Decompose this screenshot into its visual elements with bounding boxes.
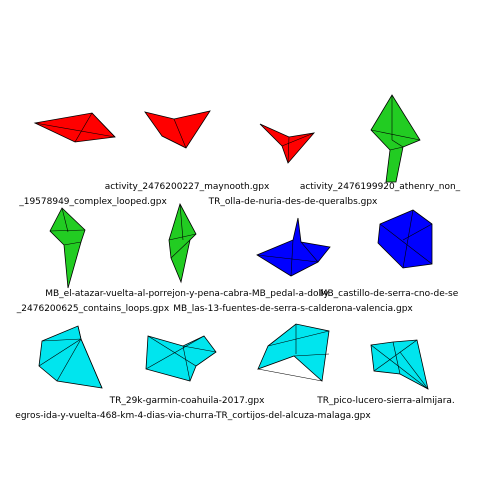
shape-green-2 [49,207,86,289]
shape-cyan-4 [370,339,429,390]
shape-edge [391,139,404,148]
shape-edge [77,325,82,340]
label-coahuila: TR_29k-garmin-coahuila-2017.gpx [109,396,265,406]
label-athenry: activity_2476199920_athenry_non_ [299,182,461,192]
shape-cyan-3 [257,323,330,382]
shape-red-3 [259,123,316,164]
label-las-13-fuentes: MB_las-13-fuentes-de-serra-s-calderona-v… [173,304,413,314]
shape-edge [287,136,290,164]
label-maynooth: activity_2476200227_maynooth.gpx [104,182,270,192]
shape-green-3 [168,202,197,284]
shape-edge [80,338,103,389]
label-olla-de-nuria: TR_olla-de-nuria-des-de-queralbs.gpx [208,197,378,207]
shape-fill [259,123,316,164]
shape-edge [389,146,404,151]
shape-edge [281,132,315,147]
shape-edge [145,335,205,370]
shape-cyan-1 [38,325,103,389]
shape-edge [61,207,69,233]
shape-fill [144,110,211,149]
shape-edge [379,223,433,265]
shape-edge [392,341,401,375]
shape-edge [370,344,429,390]
shape-fill [370,94,421,183]
shape-cyan-2 [145,335,217,382]
shape-edge [290,239,294,277]
shape-edge [38,338,82,367]
shape-edge [370,129,421,141]
shape-edge [34,122,116,138]
shape-edge [399,351,429,390]
shape-edge [293,353,330,357]
shape-edge [182,345,191,382]
shape-edge [91,112,116,138]
label-cortijos-del-alcuza: egros-ida-y-vuelta-468-km-4-dias-via-chu… [15,411,371,421]
shape-edge [267,330,330,347]
shape-edge [402,223,433,241]
shape-edge [256,254,319,263]
shape-edge [173,118,187,149]
shape-edge [402,209,414,269]
label-pico-lucero: TR_pico-lucero-sierra-almijara. [317,396,455,406]
shape-edge [257,368,323,382]
shape-fill [145,335,217,382]
shape-edge [74,112,93,143]
label-castillo-de-serra: MB_castillo-de-serra-cno-de-se [319,289,459,299]
label-complex-looped: _19578949_complex_looped.gpx [19,197,167,207]
shape-blue-1 [256,217,331,277]
shape-edge [41,338,82,342]
shape-edge [161,135,187,149]
shape-edge [56,338,82,382]
shape-edge [182,345,217,353]
shape-edge [179,203,184,241]
shape-blue-2 [377,209,433,269]
shape-edge [300,241,319,263]
shape-edge [63,241,82,246]
shape-edge [49,229,86,232]
shape-edge [373,339,418,372]
label-contains-loops: _2476200625_contains_loops.gpx [16,304,170,314]
shape-edge [170,239,191,259]
label-el-atazar: MB_el-atazar-vuelta-al-porrejon-y-pena-c… [45,289,329,299]
shape-red-1 [33,112,116,143]
shape-edge [168,233,197,241]
shape-red-2 [144,110,211,149]
shape-edge [147,335,197,367]
shape-green-1 [370,94,421,183]
